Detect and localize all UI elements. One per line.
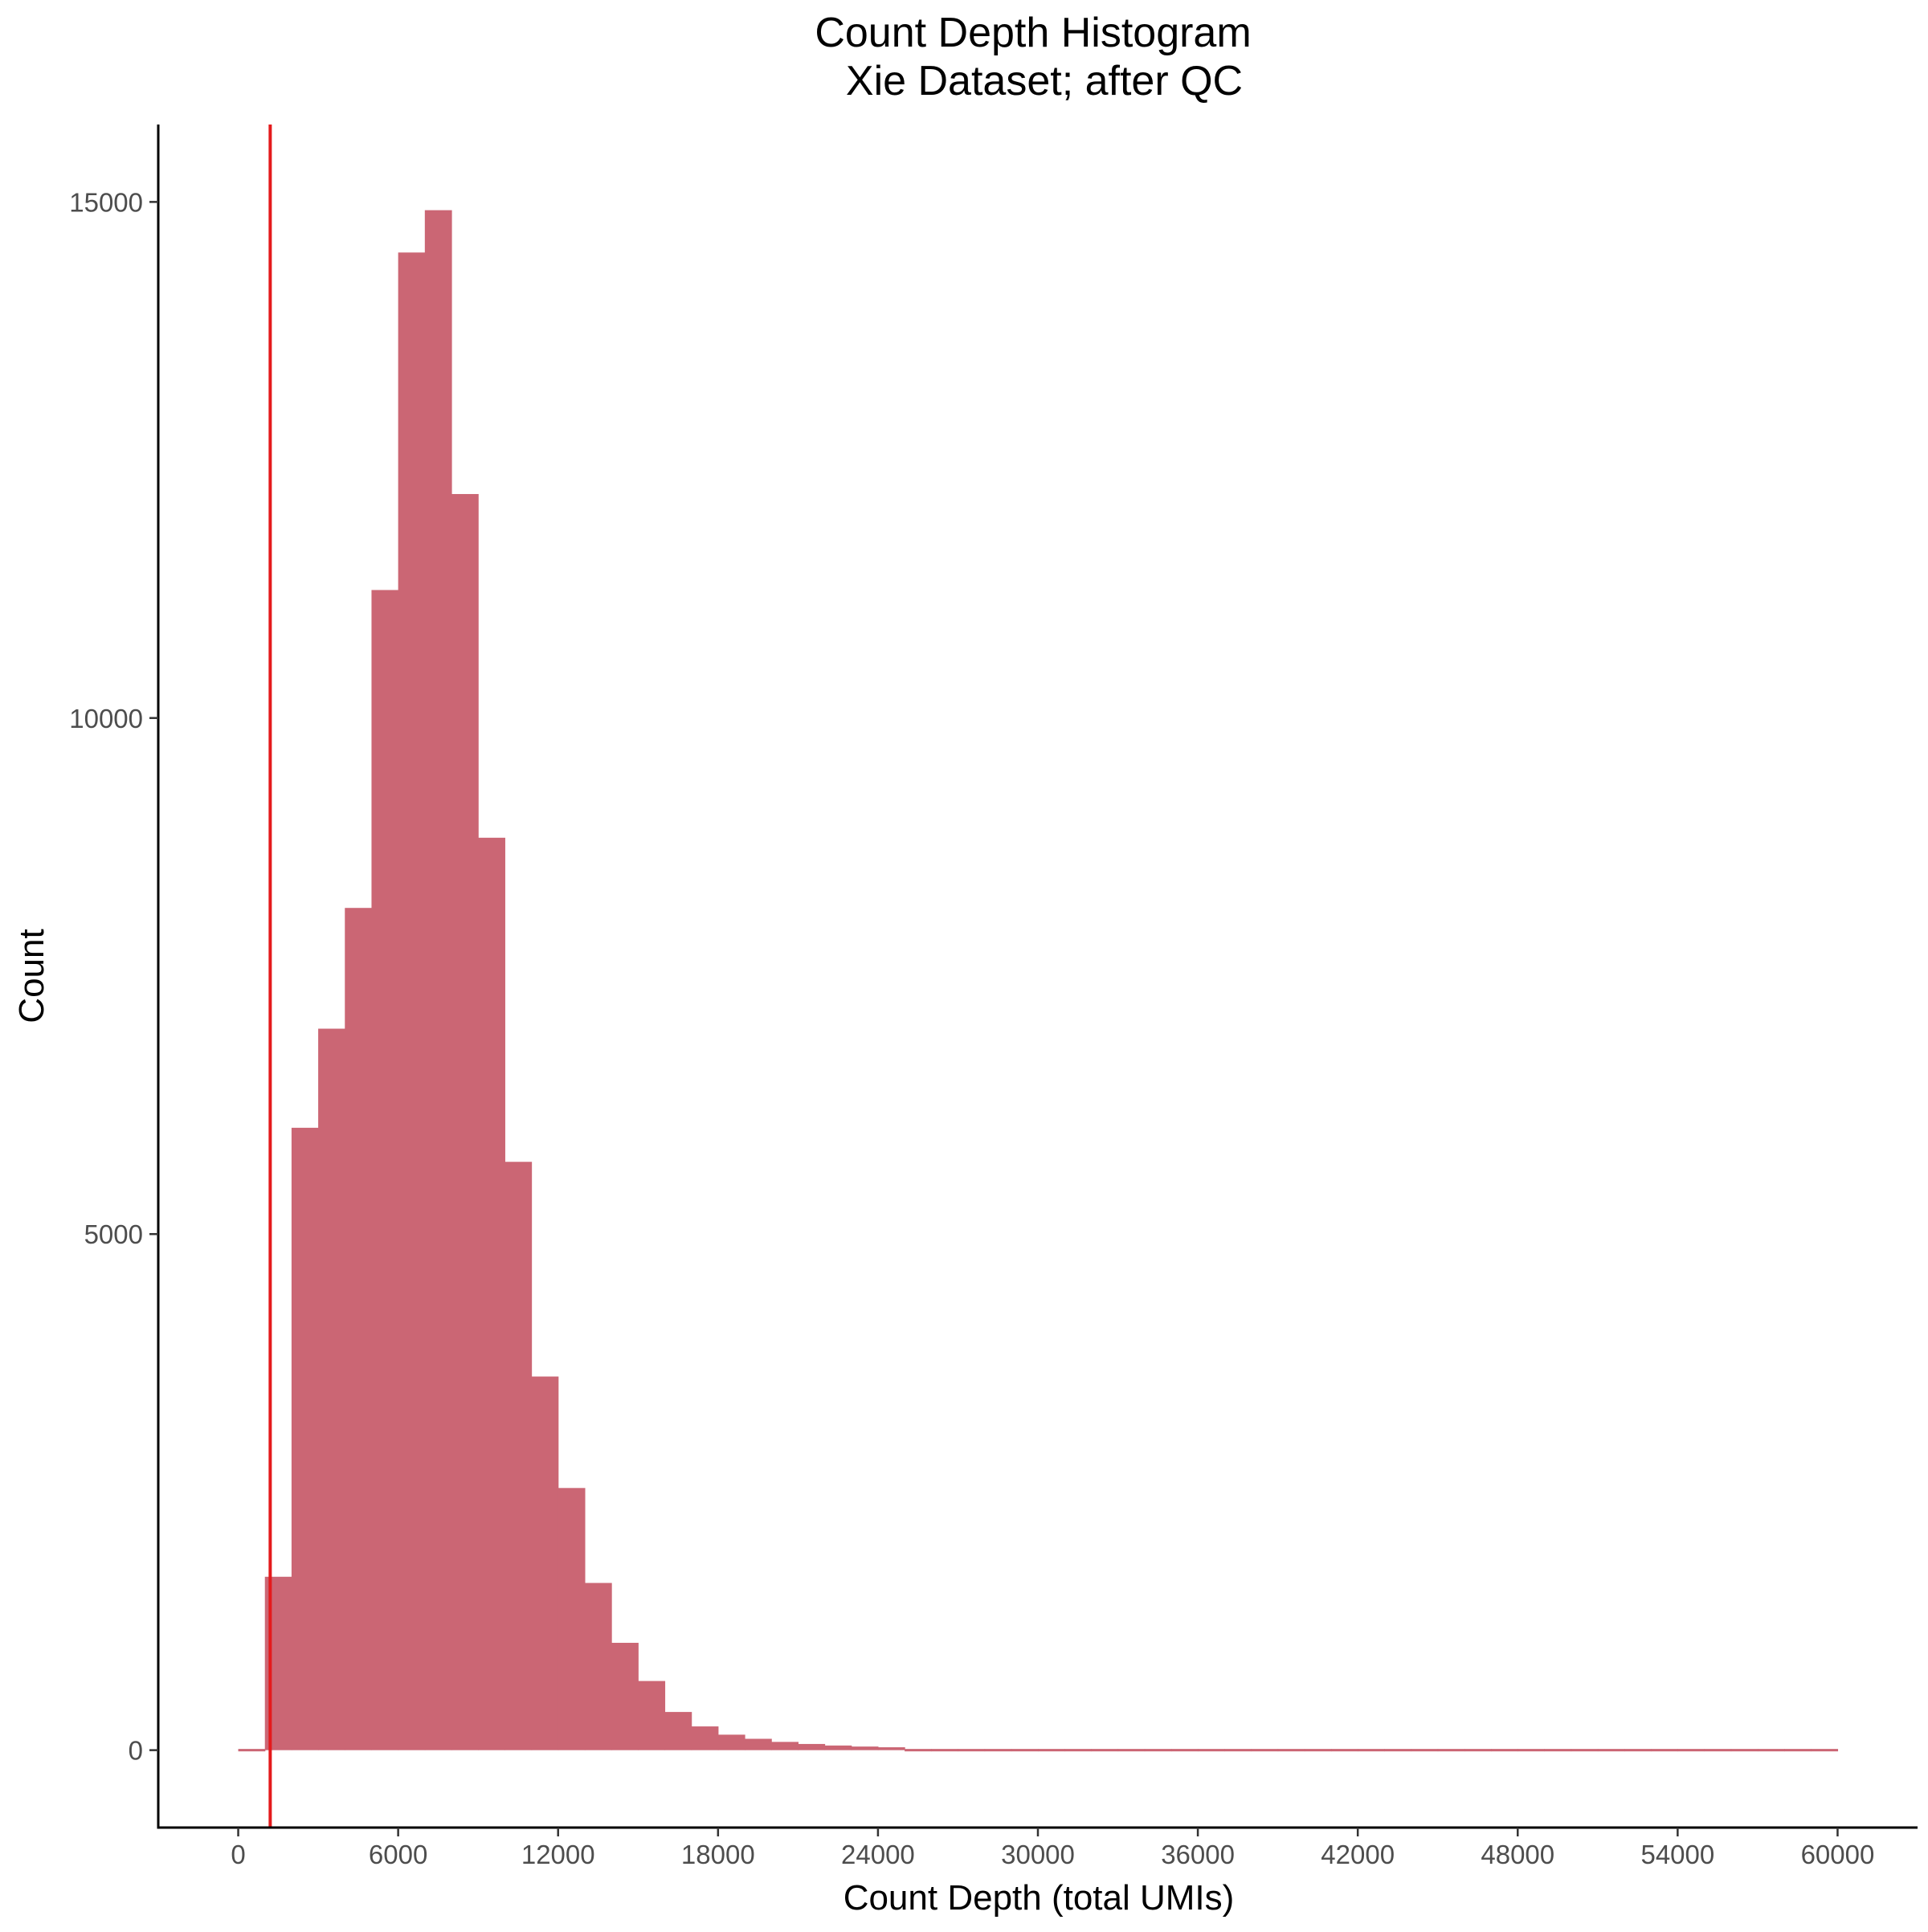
x-tick-label: 54000 <box>1640 1840 1714 1869</box>
histogram-bar <box>371 590 399 1750</box>
histogram-bar <box>1811 1749 1839 1752</box>
histogram-bar <box>1491 1749 1518 1752</box>
histogram-bar <box>1117 1749 1146 1752</box>
histogram-bar <box>1651 1749 1678 1752</box>
histogram-bar <box>851 1746 879 1750</box>
histogram-bar <box>558 1488 586 1750</box>
histogram-bar <box>318 1028 345 1750</box>
x-tick-label: 12000 <box>521 1840 595 1869</box>
histogram-bar <box>1038 1749 1065 1752</box>
histogram-bar <box>798 1743 826 1750</box>
histogram-bar <box>1677 1749 1705 1752</box>
histogram-bar <box>291 1127 319 1750</box>
histogram-bar <box>1571 1749 1599 1752</box>
y-tick-label: 5000 <box>84 1219 143 1249</box>
histogram-bar <box>984 1749 1012 1752</box>
x-tick-label: 30000 <box>1001 1840 1075 1869</box>
chart-subtitle: Xie Dataset; after QC <box>846 58 1243 104</box>
histogram-bar <box>717 1734 745 1750</box>
histogram-bar <box>1544 1749 1572 1752</box>
x-tick-label: 6000 <box>369 1840 427 1869</box>
histogram-bar <box>584 1583 612 1750</box>
histogram-bar <box>1730 1749 1758 1752</box>
histogram-bar <box>1277 1749 1305 1752</box>
histogram-bar <box>1624 1749 1652 1752</box>
histogram-bar <box>771 1742 799 1750</box>
histogram-bar <box>1144 1749 1172 1752</box>
histogram-bar <box>238 1749 266 1752</box>
histogram-bar <box>1358 1749 1385 1752</box>
histogram-bar <box>531 1376 559 1750</box>
x-tick-label: 60000 <box>1801 1840 1875 1869</box>
histogram-bar <box>478 837 505 1750</box>
histogram-bar <box>1251 1749 1279 1752</box>
histogram-bar <box>745 1738 772 1750</box>
histogram-bar <box>931 1749 959 1752</box>
histogram-bar <box>1331 1749 1358 1752</box>
histogram-bar <box>424 210 452 1750</box>
histogram-bar <box>1464 1749 1492 1752</box>
y-axis-title: Count <box>12 929 51 1023</box>
histogram-bar <box>1170 1749 1199 1752</box>
y-tick-label: 15000 <box>69 187 143 217</box>
histogram-bar <box>1757 1749 1785 1752</box>
histogram-bars <box>238 210 1839 1752</box>
histogram-bar <box>1597 1749 1625 1752</box>
histogram-bar <box>1304 1749 1332 1752</box>
histogram-bar <box>398 252 426 1750</box>
x-axis-ticks: 0 6000 12000 18000 24000 30000 36000 42000 48000… <box>231 1828 1874 1869</box>
x-tick-label: 36000 <box>1161 1840 1235 1869</box>
y-axis-ticks: 0 5000 10000 15000 <box>69 187 158 1766</box>
histogram-bar <box>1198 1749 1225 1752</box>
histogram-bar <box>877 1747 905 1750</box>
y-tick-label: 10000 <box>69 704 143 733</box>
x-tick-label: 48000 <box>1481 1840 1554 1869</box>
histogram-bar <box>1704 1749 1732 1752</box>
histogram-bar <box>1011 1749 1039 1752</box>
x-tick-label: 0 <box>231 1840 245 1869</box>
histogram-bar <box>451 493 479 1750</box>
histogram-bar <box>958 1749 986 1752</box>
histogram-bar <box>504 1162 533 1750</box>
histogram-bar <box>691 1726 719 1750</box>
x-tick-label: 18000 <box>681 1840 755 1869</box>
histogram-bar <box>1411 1749 1439 1752</box>
histogram-bar <box>1437 1749 1465 1752</box>
histogram-bar <box>824 1745 852 1750</box>
histogram-bar <box>1517 1749 1546 1752</box>
histogram-bar <box>1784 1749 1812 1752</box>
histogram-bar <box>1224 1749 1252 1752</box>
histogram-bar <box>611 1643 639 1750</box>
histogram-bar <box>664 1712 692 1750</box>
histogram-bar <box>905 1749 932 1752</box>
x-tick-label: 42000 <box>1321 1840 1395 1869</box>
histogram-bar <box>1384 1749 1412 1752</box>
histogram-bar <box>345 908 373 1750</box>
histogram-bar <box>1091 1749 1119 1752</box>
histogram-bar <box>638 1681 666 1750</box>
x-axis-title: Count Depth (total UMIs) <box>844 1878 1235 1918</box>
x-tick-label: 24000 <box>841 1840 915 1869</box>
chart-title: Count Depth Histogram <box>815 10 1251 56</box>
y-tick-label: 0 <box>129 1736 143 1766</box>
histogram-bar <box>1064 1749 1092 1752</box>
